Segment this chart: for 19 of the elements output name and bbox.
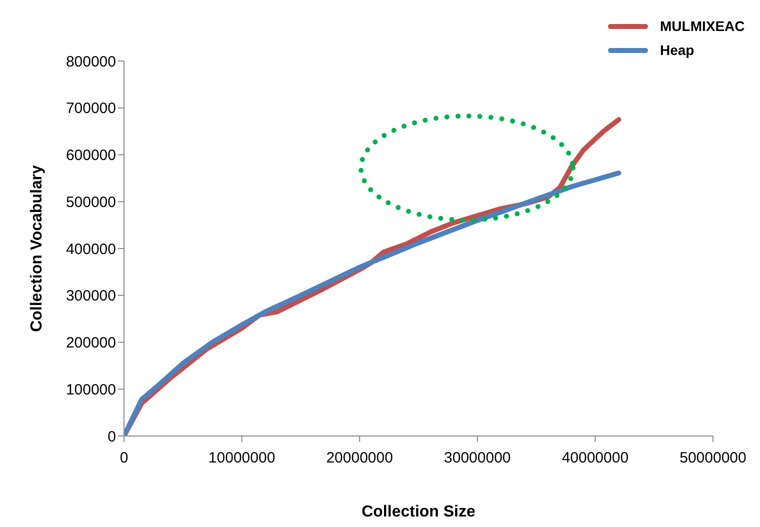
x-tick-label: 30000000	[444, 450, 511, 467]
x-tick-label: 20000000	[326, 450, 393, 467]
x-axis-title: Collection Size	[362, 503, 476, 520]
y-tick-label: 300000	[66, 288, 116, 305]
legend-label: MULMIXEAC	[660, 18, 745, 34]
y-axis-title: Collection Vocabulary	[28, 164, 46, 332]
y-tick-label: 100000	[66, 381, 116, 398]
y-tick-label: 400000	[66, 240, 116, 258]
x-tick-label: 0	[120, 450, 128, 467]
y-tick-label: 0	[108, 428, 116, 446]
y-tick-label: 800000	[66, 53, 116, 70]
x-tick-label: 10000000	[208, 450, 276, 467]
x-tick-label: 50000000	[680, 450, 746, 467]
y-tick-label: 200000	[66, 334, 116, 352]
y-tick-label: 600000	[66, 147, 116, 164]
x-tick-label: 40000000	[562, 450, 629, 467]
y-tick-label: 700000	[66, 100, 116, 118]
legend-label: Heap	[660, 42, 694, 58]
y-tick-label: 500000	[66, 194, 116, 211]
